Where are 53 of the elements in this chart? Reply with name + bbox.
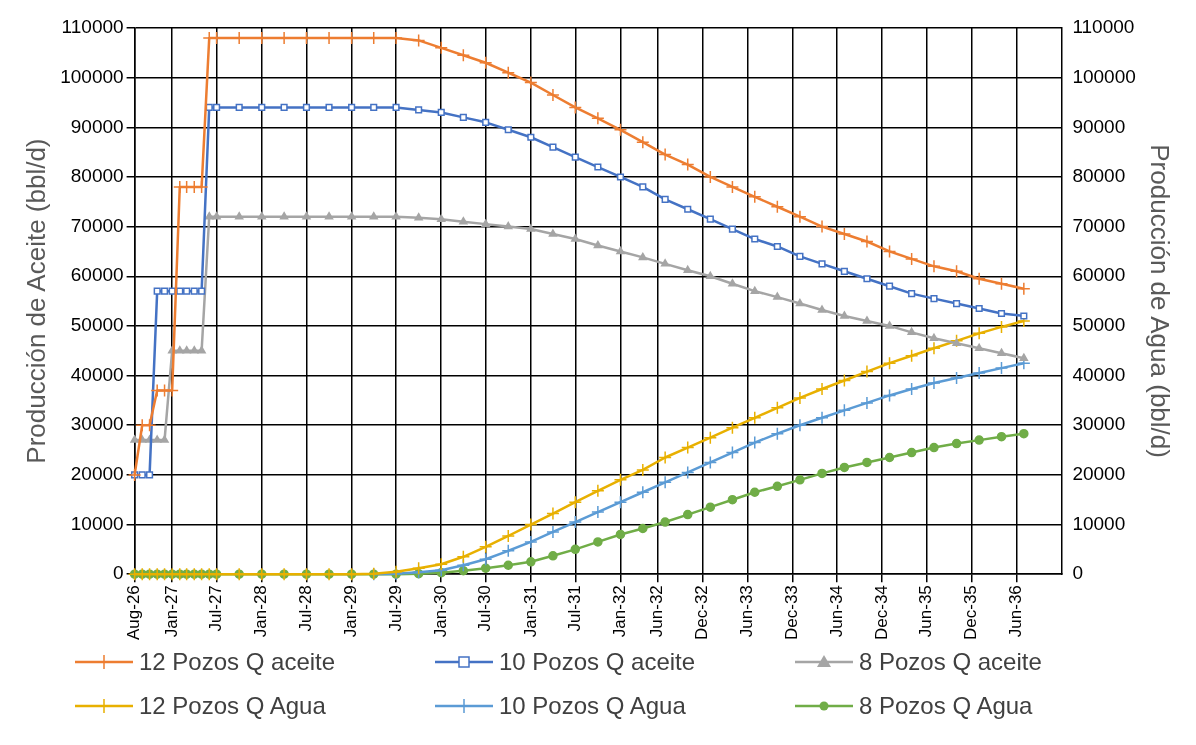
x-tick-label: Jul-28	[296, 585, 316, 632]
legend-label: 10 Pozos Q aceite	[499, 648, 696, 676]
y-tick-label: 30000	[70, 413, 124, 435]
y-tick-label: 20000	[70, 463, 124, 485]
x-tick-label: Jan-30	[430, 585, 450, 638]
y2-tick-label: 80000	[1072, 165, 1126, 187]
x-tick-label: Jan-29	[341, 585, 361, 638]
x-tick-label: Jun-33	[737, 585, 757, 638]
y-tick-label: 80000	[70, 165, 124, 187]
legend-label: 12 Pozos Q aceite	[139, 648, 336, 676]
x-tick-label: Jan-28	[251, 585, 271, 638]
x-tick-label: Jul-30	[475, 585, 495, 632]
x-tick-label: Dec-35	[961, 585, 981, 640]
y-tick-label: 70000	[70, 214, 124, 236]
x-tick-label: Dec-34	[871, 585, 891, 640]
y2-tick-label: 70000	[1072, 214, 1126, 236]
y-axis-title: Producción de Aceite (bbl/d)	[20, 138, 51, 464]
x-tick-label: Dec-33	[782, 585, 802, 640]
x-tick-label: Jun-32	[647, 585, 667, 638]
y2-tick-label: 0	[1072, 562, 1083, 584]
y-tick-label: 90000	[70, 115, 124, 137]
y2-tick-label: 10000	[1072, 512, 1126, 534]
x-tick-label: Jul-27	[206, 585, 226, 632]
x-tick-label: Dec-32	[692, 585, 712, 640]
y2-tick-label: 20000	[1072, 463, 1126, 485]
y2-tick-label: 60000	[1072, 264, 1126, 286]
y-tick-label: 60000	[70, 264, 124, 286]
y2-tick-label: 30000	[1072, 413, 1126, 435]
y2-tick-label: 40000	[1072, 363, 1126, 385]
y2-axis-title: Producción de Agua (bbl/d)	[1145, 144, 1176, 458]
x-tick-label: Jan-32	[610, 585, 630, 638]
x-tick-label: Jul-31	[564, 585, 584, 632]
y-tick-label: 50000	[70, 314, 124, 336]
x-tick-label: Jun-34	[826, 585, 846, 638]
y2-tick-label: 100000	[1072, 65, 1136, 87]
x-tick-label: Jun-36	[1006, 585, 1026, 638]
y-tick-label: 100000	[60, 65, 124, 87]
y-tick-label: 0	[113, 562, 124, 584]
legend-label: 8 Pozos Q Agua	[859, 692, 1033, 720]
y2-tick-label: 110000	[1072, 16, 1135, 38]
y2-tick-label: 50000	[1072, 314, 1126, 336]
y-tick-label: 10000	[70, 512, 124, 534]
y-tick-label: 110000	[61, 16, 124, 38]
y2-tick-label: 90000	[1072, 115, 1126, 137]
x-tick-label: Jun-35	[916, 585, 936, 638]
x-tick-label: Jan-31	[520, 585, 540, 638]
legend-label: 10 Pozos Q Agua	[499, 692, 686, 720]
legend-label: 8 Pozos Q aceite	[859, 648, 1042, 676]
y-tick-label: 40000	[70, 363, 124, 385]
legend-label: 12 Pozos Q Agua	[139, 692, 326, 720]
x-tick-label: Jul-29	[385, 585, 405, 632]
x-tick-label: Jan-27	[161, 585, 181, 638]
x-tick-label: Aug-26	[124, 585, 144, 641]
